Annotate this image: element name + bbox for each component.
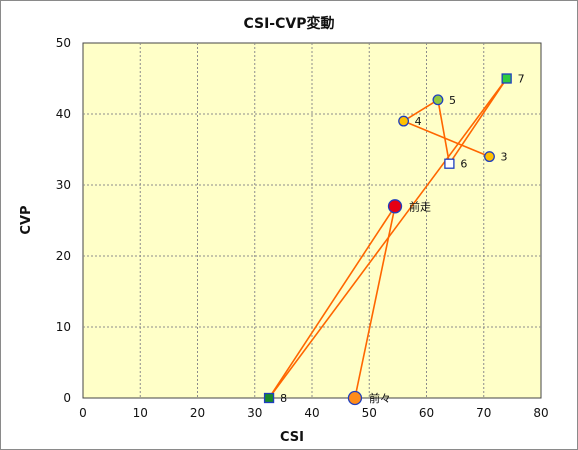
x-tick-label: 60 [419,406,434,420]
x-tick-label: 20 [190,406,205,420]
x-tick-label: 40 [304,406,319,420]
y-tick-label: 50 [56,36,71,50]
point-labels: 前々 前走 3 4 5 6 7 8 [280,73,525,406]
x-tick-label: 30 [247,406,262,420]
y-tick-label: 30 [56,178,71,192]
point-label: 3 [500,151,507,164]
trajectory-segment [403,99,439,122]
tick-labels: 0 10 20 30 40 50 60 70 80 0 10 20 30 40 50 [56,36,549,420]
data-point-8 [263,392,275,404]
point-label: 5 [449,94,456,107]
y-tick-label: 10 [56,320,71,334]
x-tick-label: 70 [476,406,491,420]
point-label: 7 [518,73,525,86]
data-point-2 [387,199,403,214]
data-point-4 [398,115,410,127]
point-label: 前走 [409,199,431,213]
y-tick-label: 40 [56,107,71,121]
trajectory-segment [268,205,396,399]
chart-title: CSI-CVP変動 [243,15,334,32]
data-points [263,73,512,406]
y-tick-label: 20 [56,249,71,263]
x-tick-label: 10 [133,406,148,420]
data-point-5 [432,94,444,106]
point-label: 6 [460,158,467,171]
trajectory-lines [268,78,508,399]
point-label: 前々 [369,391,391,405]
point-label: 4 [415,115,422,128]
x-axis-title: CSI [280,430,304,445]
trajectory-segment [268,78,508,399]
data-point-1 [347,390,363,406]
trajectory-segment [437,99,451,164]
data-point-3 [484,151,495,163]
x-tick-label: 80 [533,406,548,420]
trajectory-segment [403,120,490,158]
grid-lines [83,43,541,398]
x-tick-label: 50 [362,406,377,420]
y-axis-title: CVP [19,205,34,234]
y-tick-label: 0 [63,391,71,405]
x-tick-label: 0 [79,406,87,420]
data-point-7 [501,73,512,84]
trajectory-segment [448,78,508,165]
data-point-6 [444,158,455,169]
point-label: 8 [280,392,287,405]
